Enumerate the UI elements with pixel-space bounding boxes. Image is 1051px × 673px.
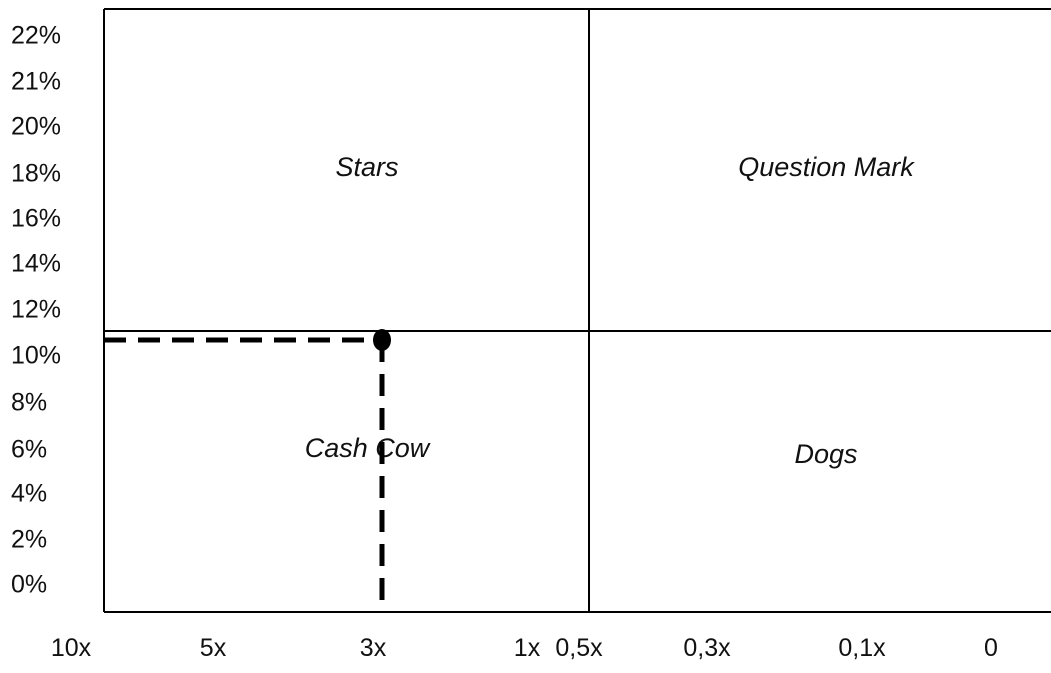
x-tick-label: 1x [514, 634, 541, 662]
quadrant-label-dogs: Dogs [794, 439, 857, 469]
x-tick-label: 0 [984, 634, 998, 662]
y-tick-label: 2% [11, 526, 47, 554]
data-point [373, 329, 391, 351]
x-tick-label: 5x [200, 634, 227, 662]
y-tick-label: 18% [11, 160, 61, 188]
y-tick-label: 6% [11, 436, 47, 464]
y-tick-label: 14% [11, 250, 61, 278]
y-tick-label: 16% [11, 205, 61, 233]
y-tick-label: 0% [11, 571, 47, 599]
x-axis-tick-labels: 10x 5x 3x 1x 0,5x 0,3x 0,1x 0 [51, 634, 998, 662]
data-points [104, 329, 391, 612]
quadrant-label-cash-cow: Cash Cow [305, 433, 431, 463]
x-tick-label: 0,1x [838, 634, 886, 662]
quadrant-labels: Stars Question Mark Cash Cow Dogs [305, 152, 916, 469]
x-tick-label: 0,3x [683, 634, 731, 662]
y-axis-tick-labels: 22% 21% 20% 18% 16% 14% 12% 10% 8% 6% 4% 2% 0% [11, 22, 61, 599]
y-tick-label: 8% [11, 389, 47, 417]
y-tick-label: 12% [11, 296, 61, 324]
x-tick-label: 3x [360, 634, 387, 662]
x-tick-label: 0,5x [555, 634, 603, 662]
y-tick-label: 20% [11, 113, 61, 141]
x-tick-label: 10x [51, 634, 92, 662]
matrix-frame [103, 8, 1051, 613]
quadrant-label-question-mark: Question Mark [738, 152, 915, 182]
y-tick-label: 10% [11, 342, 61, 370]
y-tick-label: 21% [11, 68, 61, 96]
y-tick-label: 4% [11, 480, 47, 508]
y-tick-label: 22% [11, 22, 61, 50]
quadrant-label-stars: Stars [335, 152, 398, 182]
